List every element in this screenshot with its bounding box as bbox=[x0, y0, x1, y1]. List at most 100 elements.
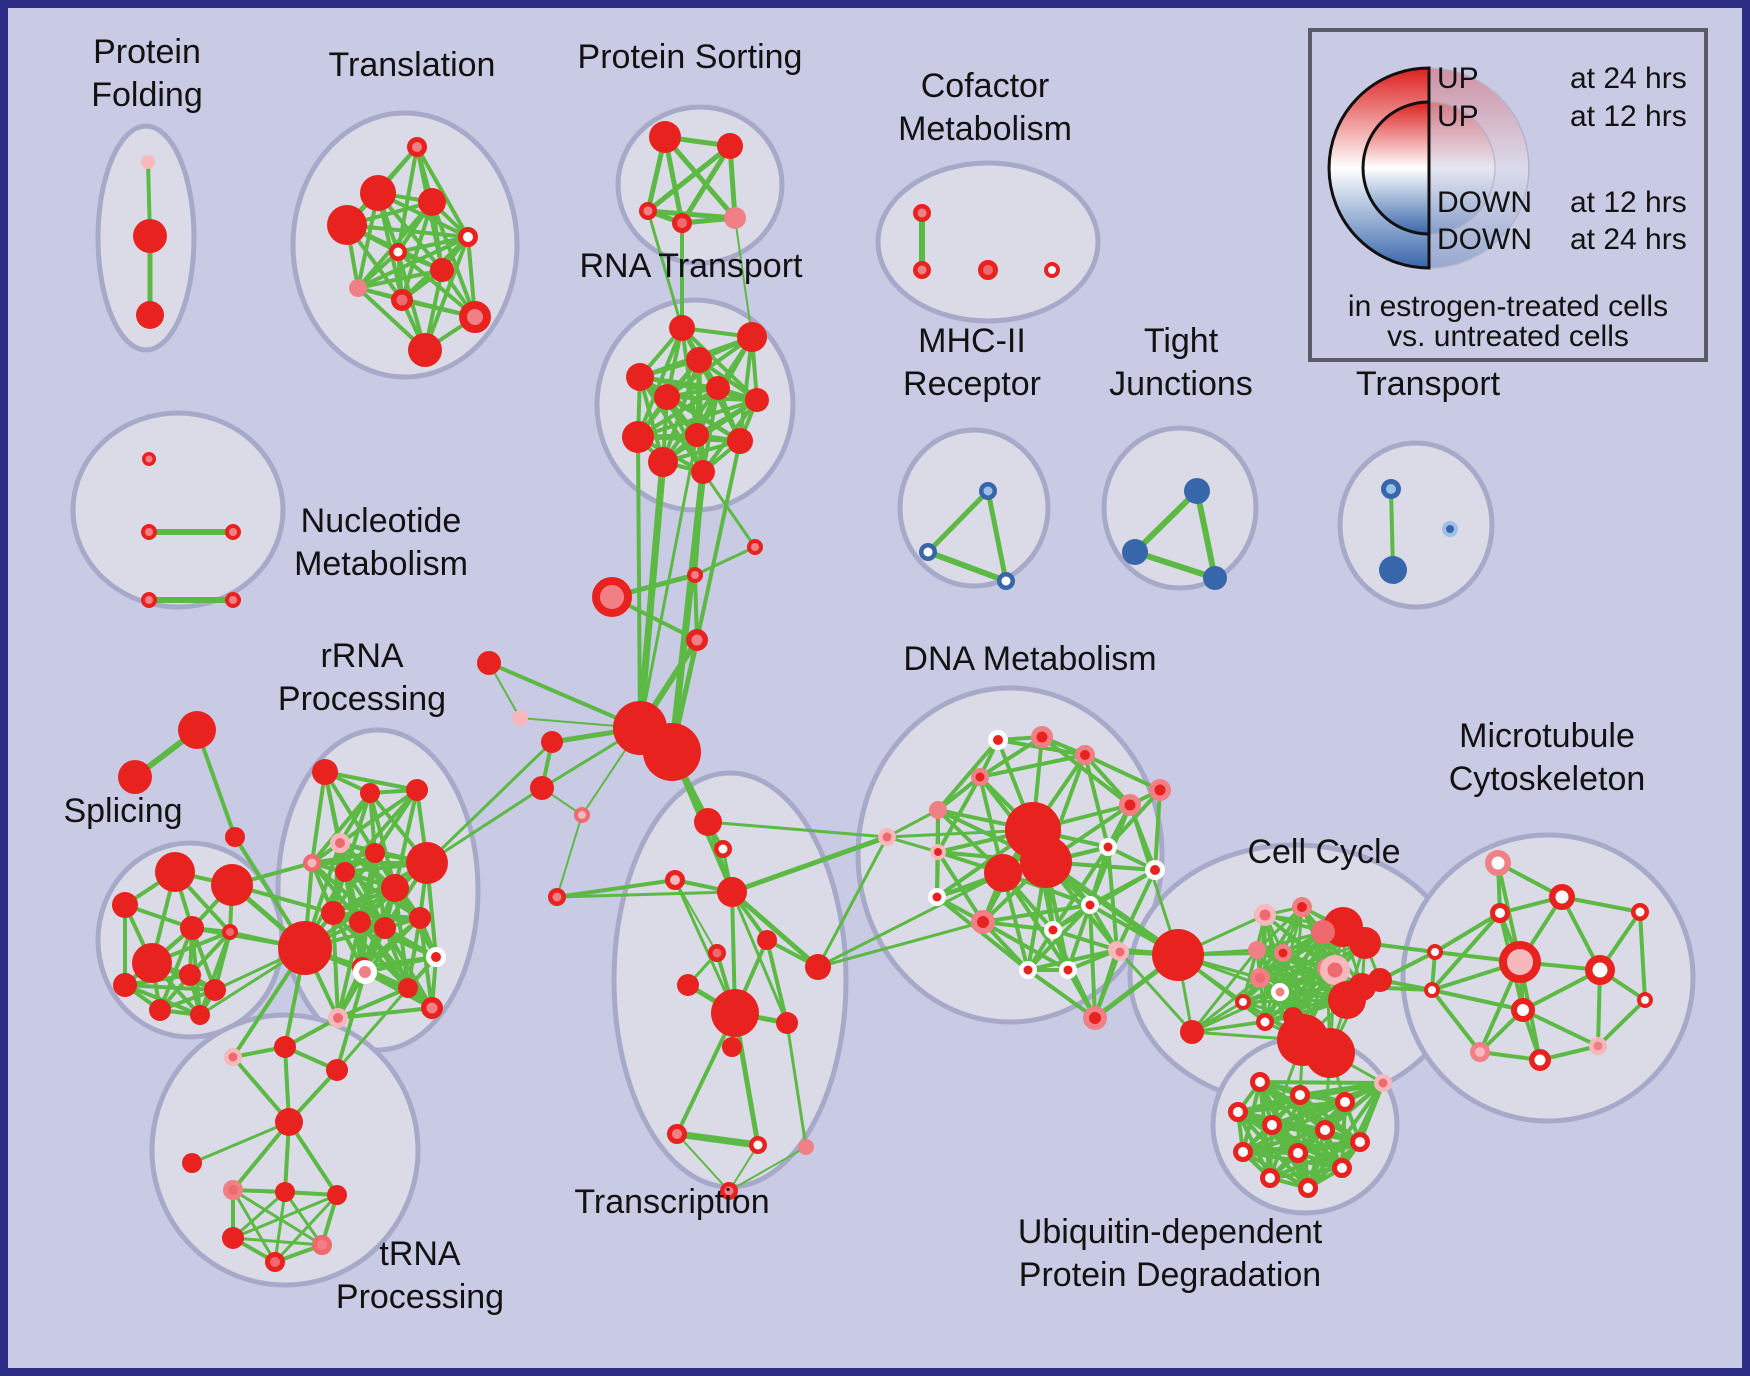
gene-set-node-ubiquitin-dependent-protein-degradation bbox=[1335, 1092, 1355, 1112]
legend-footer: vs. untreated cells bbox=[1387, 320, 1629, 353]
gene-set-node-trna-processing bbox=[224, 1048, 242, 1066]
gene-set-node-microtubule-cytoskeleton bbox=[1631, 903, 1649, 921]
inter-cluster-edge bbox=[555, 878, 677, 899]
cluster-region-lipid-transport bbox=[1337, 440, 1495, 610]
gene-set-node-mhc-ii-receptor bbox=[919, 543, 937, 561]
edge-dna-metabolism bbox=[1153, 788, 1162, 872]
gene-set-node-rna-transport bbox=[727, 428, 753, 454]
edge-dna-metabolism bbox=[1026, 968, 1097, 1020]
gene-set-node-mhc-ii-receptor bbox=[979, 482, 997, 500]
edge-translation bbox=[415, 145, 470, 239]
gene-set-node-tight-junctions bbox=[1184, 478, 1210, 504]
gene-set-node-cell-cycle bbox=[1311, 920, 1335, 944]
edge-ubiquitin-dependent-protein-degradation bbox=[1236, 1081, 1385, 1114]
edge-ubiquitin-dependent-protein-degradation bbox=[1241, 1081, 1385, 1154]
gene-set-node-trna-processing bbox=[222, 1227, 244, 1249]
gene-set-node-transcription bbox=[776, 1012, 798, 1034]
edge-protein-sorting bbox=[679, 143, 733, 226]
gene-set-node-trna-processing bbox=[326, 1059, 348, 1081]
gene-set-node-translation bbox=[391, 289, 413, 311]
gene-set-node-rrna-processing bbox=[406, 842, 448, 884]
inter-cluster-edge bbox=[693, 470, 705, 577]
gene-set-node-rna-transport bbox=[626, 363, 654, 391]
edge-cell-cycle bbox=[1190, 990, 1282, 1034]
edge-translation bbox=[356, 268, 444, 290]
gene-set-node-dna-metabolism bbox=[1081, 896, 1099, 914]
inter-cluster-edge bbox=[816, 871, 1005, 969]
gene-set-node-ubiquitin-dependent-protein-degradation bbox=[1260, 1168, 1280, 1188]
cluster-label-microtubule-cytoskeleton: Microtubule bbox=[1459, 717, 1635, 755]
edge-translation bbox=[396, 235, 470, 254]
gene-set-node-transcription bbox=[757, 930, 777, 950]
edge-transcription bbox=[785, 1021, 808, 1149]
gene-set-node-transcription bbox=[694, 808, 722, 836]
edge-transcription bbox=[728, 1146, 807, 1192]
gene-set-node-translation bbox=[418, 188, 446, 216]
gene-set-node-nucleotide-metabolism bbox=[142, 452, 156, 466]
gene-set-node-dna-metabolism bbox=[1119, 794, 1141, 816]
edge-trna-processing bbox=[287, 1120, 339, 1197]
cluster-label-trna-processing: tRNA bbox=[379, 1235, 461, 1273]
edge-rrna-processing bbox=[363, 955, 438, 974]
edge-dna-metabolism bbox=[1051, 928, 1119, 952]
gene-set-node-splicing bbox=[132, 943, 172, 983]
gene-set-node-backbone bbox=[530, 776, 554, 800]
edge-dna-metabolism bbox=[1040, 735, 1132, 807]
edge-trna-processing bbox=[231, 1188, 324, 1247]
cluster-label-lipid-transport: Transport bbox=[1356, 365, 1501, 403]
cluster-region-protein-sorting bbox=[615, 104, 785, 266]
gene-set-node-rrna-processing bbox=[374, 917, 396, 939]
gene-set-node-dna-metabolism bbox=[971, 910, 995, 934]
gene-set-node-translation bbox=[327, 205, 367, 245]
edge-rrna-processing bbox=[338, 788, 419, 845]
gene-set-node-cofactor-metabolism bbox=[913, 261, 931, 279]
gene-set-node-dna-metabolism bbox=[1059, 961, 1077, 979]
legend-direction-label: DOWN bbox=[1437, 186, 1532, 219]
gene-set-node-translation bbox=[408, 333, 442, 367]
edge-dna-metabolism bbox=[936, 738, 1000, 812]
gene-set-node-ubiquitin-dependent-protein-degradation bbox=[1228, 1102, 1248, 1122]
gene-set-node-backbone bbox=[118, 760, 152, 794]
gene-set-node-dna-metabolism bbox=[1145, 860, 1165, 880]
gene-set-node-cell-cycle bbox=[1152, 929, 1204, 981]
edge-rrna-processing bbox=[418, 916, 434, 1010]
edge-rrna-processing bbox=[373, 788, 419, 855]
gene-set-node-trna-processing bbox=[223, 1180, 243, 1200]
gene-set-node-cell-cycle bbox=[1250, 968, 1270, 988]
cluster-label-dna-metabolism: DNA Metabolism bbox=[903, 640, 1156, 678]
inter-cluster-edge bbox=[335, 986, 410, 1072]
edge-protein-sorting bbox=[662, 134, 738, 221]
edge-rna-transport bbox=[636, 398, 759, 439]
edge-transcription bbox=[676, 1133, 730, 1192]
edge-transcription bbox=[728, 1144, 759, 1192]
gene-set-node-rrna-processing bbox=[406, 779, 428, 801]
gene-set-node-nucleotide-metabolism bbox=[225, 524, 241, 540]
edge-trna-processing bbox=[190, 1120, 291, 1165]
cluster-region-microtubule-cytoskeleton bbox=[1400, 832, 1696, 1124]
gene-set-node-dna-metabolism bbox=[988, 730, 1008, 750]
gene-set-node-rrna-processing bbox=[330, 833, 350, 853]
gene-set-node-protein-folding bbox=[136, 301, 164, 329]
gene-set-node-transcription bbox=[667, 1124, 687, 1144]
edge-dna-metabolism bbox=[981, 903, 1092, 924]
gene-set-node-backbone bbox=[686, 629, 708, 651]
edge-cell-cycle bbox=[1118, 950, 1194, 1034]
gene-set-node-dna-metabolism bbox=[984, 854, 1022, 892]
edge-trna-processing bbox=[231, 1188, 277, 1264]
gene-set-node-microtubule-cytoskeleton bbox=[1424, 982, 1440, 998]
gene-set-node-splicing bbox=[180, 916, 204, 940]
inter-cluster-edge bbox=[695, 439, 742, 642]
gene-set-node-rna-transport bbox=[648, 447, 678, 477]
gene-set-node-splicing bbox=[179, 964, 201, 986]
edge-transcription bbox=[765, 938, 789, 1025]
gene-set-node-transcription bbox=[722, 1037, 742, 1057]
gene-set-node-ubiquitin-dependent-protein-degradation bbox=[1332, 1158, 1352, 1178]
inter-cluster-edge bbox=[816, 920, 985, 969]
edge-rrna-processing bbox=[323, 770, 377, 855]
gene-set-node-rrna-processing bbox=[349, 911, 371, 933]
legend-direction-label: DOWN bbox=[1437, 223, 1532, 256]
cluster-label-cell-cycle: Cell Cycle bbox=[1247, 833, 1400, 871]
gene-set-node-translation bbox=[349, 279, 367, 297]
gene-set-node-rna-transport bbox=[622, 421, 654, 453]
gene-set-node-rrna-processing bbox=[335, 862, 355, 882]
